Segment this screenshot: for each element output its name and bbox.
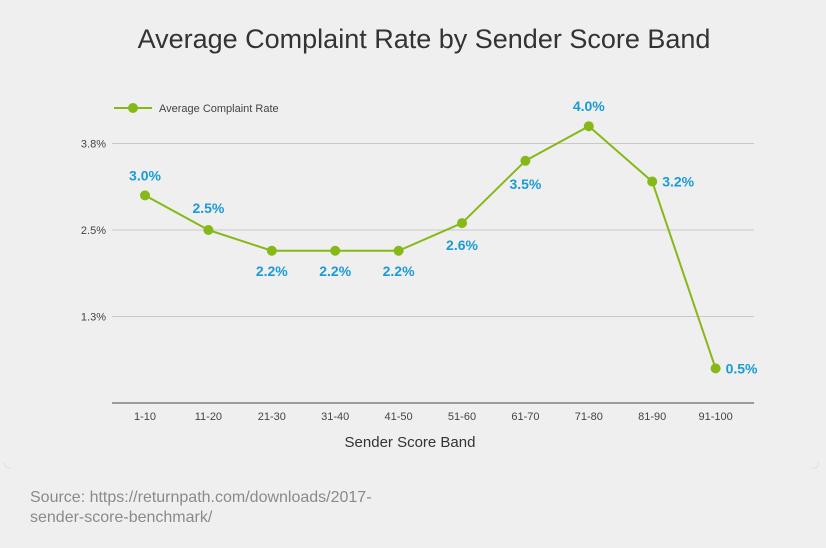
x-tick-label: 91-100 (698, 411, 732, 423)
x-tick-label: 31-40 (321, 411, 349, 423)
data-labels: 3.0% 2.5% 2.2% 2.2% 2.2% 2.6% 3.5% 4.0% 3.2% 0.5% (129, 98, 758, 376)
data-point (710, 363, 721, 374)
x-tick-label: 51-60 (448, 411, 476, 423)
data-label: 2.5% (192, 200, 224, 216)
data-point (266, 245, 277, 256)
data-point (330, 245, 341, 256)
data-point (647, 176, 658, 187)
panel-corner-left (4, 462, 11, 469)
legend: Average Complaint Rate (114, 103, 279, 115)
data-label: 4.0% (573, 98, 605, 114)
data-label: 2.2% (383, 263, 415, 279)
data-label: 3.5% (509, 176, 541, 192)
data-label: 2.6% (446, 237, 478, 253)
y-axis-ticks: 1.3% 2.5% 3.8% (81, 139, 106, 324)
x-tick-label: 71-80 (575, 411, 603, 423)
y-tick-label: 3.8% (81, 139, 106, 151)
data-label: 3.0% (129, 167, 161, 183)
series-layer (140, 121, 721, 374)
data-label: 0.5% (726, 360, 758, 376)
data-point (140, 190, 150, 201)
chart-title: Average Complaint Rate by Sender Score B… (138, 24, 711, 54)
legend-label: Average Complaint Rate (159, 103, 279, 115)
data-point (393, 245, 404, 256)
data-point (583, 121, 594, 132)
chart-svg: Average Complaint Rate by Sender Score B… (81, 24, 758, 451)
x-tick-label: 21-30 (258, 411, 286, 423)
data-label: 2.2% (256, 263, 288, 279)
x-axis-label: Sender Score Band (345, 434, 476, 451)
y-tick-label: 1.3% (81, 312, 106, 324)
x-tick-label: 81-90 (638, 411, 666, 423)
data-point (203, 225, 214, 235)
data-label: 2.2% (319, 263, 351, 279)
x-tick-label: 11-20 (195, 411, 222, 423)
data-point (520, 155, 531, 166)
data-point (457, 218, 467, 229)
data-label: 3.2% (662, 174, 694, 190)
series-line (144, 125, 717, 369)
grid-layer (112, 143, 754, 404)
source-note: Source: https://returnpath.com/downloads… (30, 489, 372, 526)
legend-marker (128, 103, 138, 113)
y-tick-label: 2.5% (81, 225, 106, 237)
x-axis-ticks: 1-10 11-20 21-30 31-40 41-50 51-60 61-70 71-80 8… (134, 411, 733, 423)
x-tick-label: 61-70 (511, 411, 539, 423)
x-tick-label: 1-10 (134, 411, 156, 423)
x-tick-label: 41-50 (385, 411, 413, 423)
chart-panel: Average Complaint Rate by Sender Score B… (4, 0, 822, 468)
